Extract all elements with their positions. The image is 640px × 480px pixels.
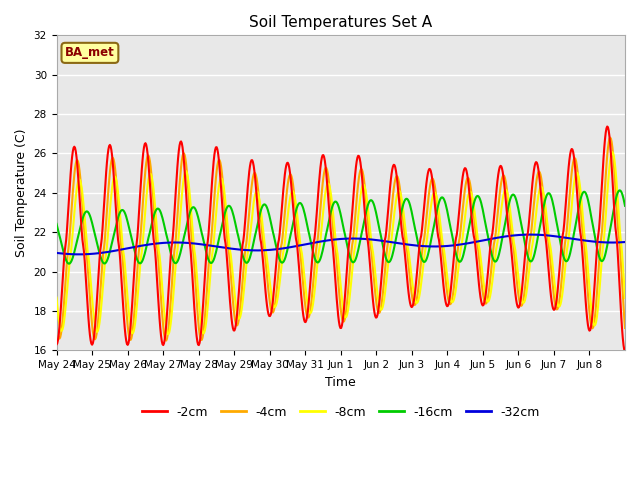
X-axis label: Time: Time [325, 376, 356, 389]
Text: BA_met: BA_met [65, 47, 115, 60]
Y-axis label: Soil Temperature (C): Soil Temperature (C) [15, 129, 28, 257]
Title: Soil Temperatures Set A: Soil Temperatures Set A [249, 15, 433, 30]
Legend: -2cm, -4cm, -8cm, -16cm, -32cm: -2cm, -4cm, -8cm, -16cm, -32cm [136, 401, 545, 424]
